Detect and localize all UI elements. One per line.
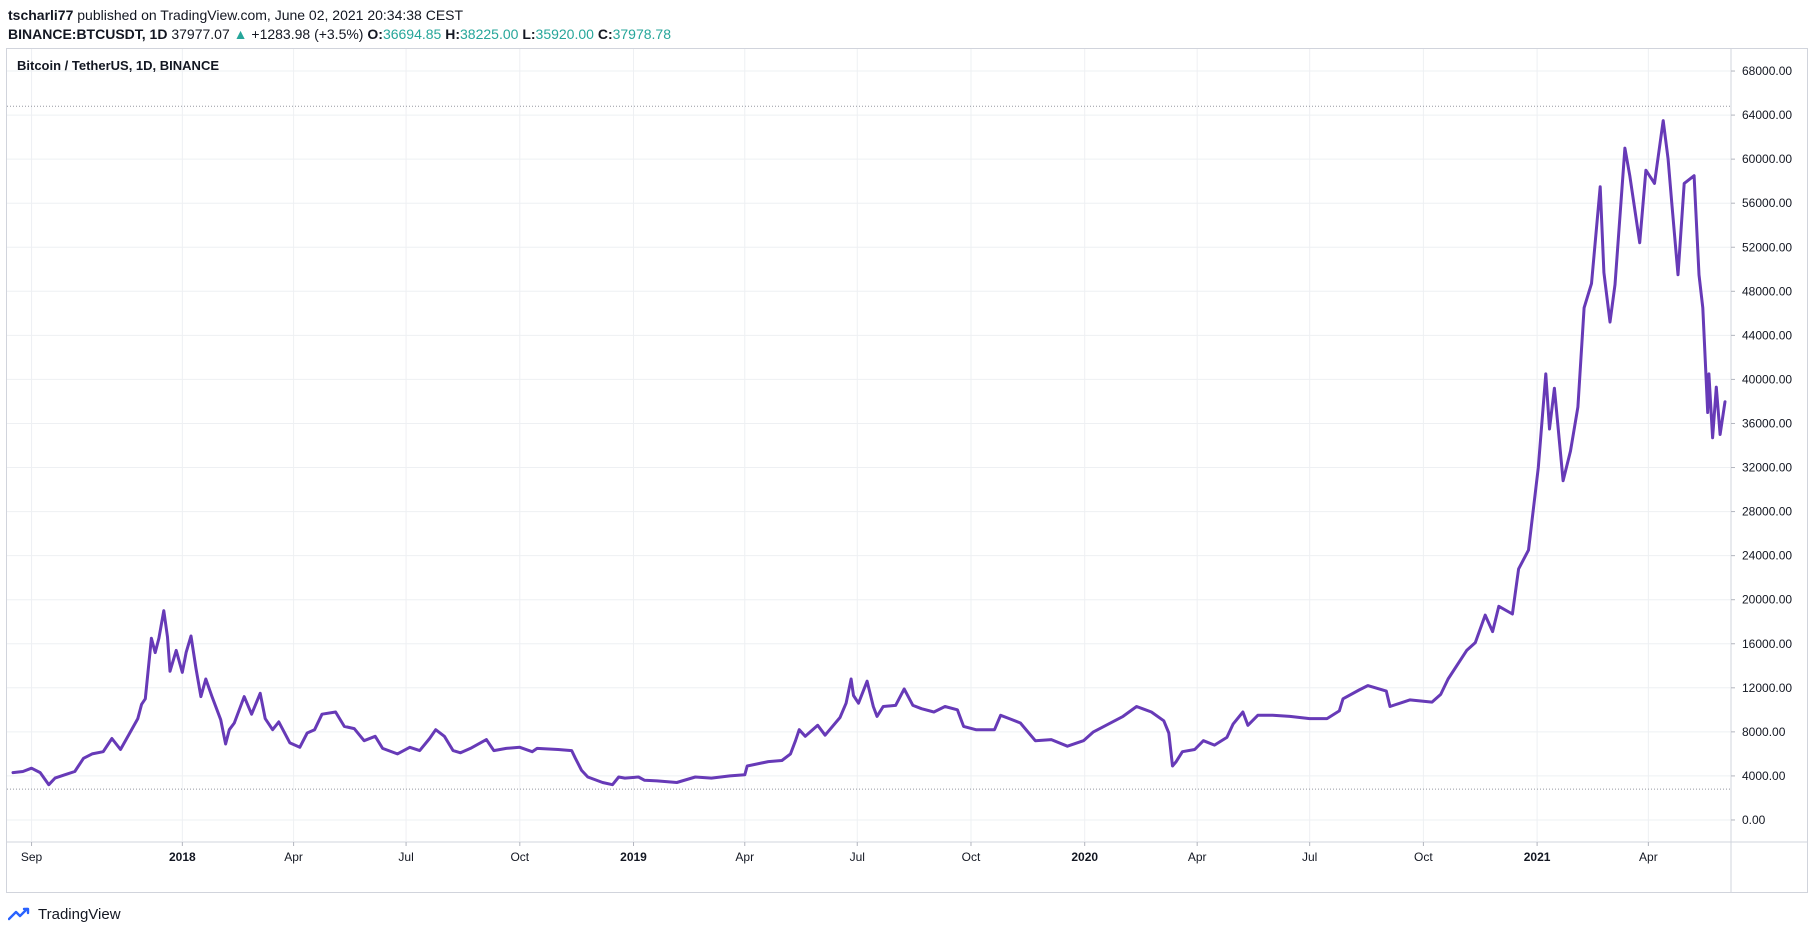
x-tick-label: Oct	[962, 850, 981, 864]
y-tick-label: 24000.00	[1742, 549, 1792, 563]
high-value: 38225.00	[460, 26, 519, 42]
y-tick-label: 12000.00	[1742, 681, 1792, 695]
symbol-label[interactable]: BINANCE:BTCUSDT, 1D	[8, 26, 168, 42]
symbol-info: BINANCE:BTCUSDT, 1D 37977.07 ▲ +1283.98 …	[8, 25, 671, 44]
y-tick-label: 56000.00	[1742, 196, 1792, 210]
chart-grid	[7, 49, 1730, 841]
x-tick-label: Apr	[1639, 850, 1658, 864]
y-tick-label: 40000.00	[1742, 372, 1792, 386]
x-tick-label: 2020	[1071, 850, 1098, 864]
tradingview-brand[interactable]: TradingView	[38, 905, 121, 923]
y-tick-label: 28000.00	[1742, 505, 1792, 519]
y-tick-label: 44000.00	[1742, 328, 1792, 342]
footer: TradingView	[8, 902, 121, 926]
price-change: +1283.98 (+3.5%)	[251, 26, 364, 42]
x-tick-label: Oct	[1414, 850, 1433, 864]
x-tick-label: 2019	[620, 850, 647, 864]
close-label: C:	[597, 26, 613, 42]
y-tick-label: 32000.00	[1742, 461, 1792, 475]
price-reference-lines	[7, 105, 1730, 790]
y-tick-label: 52000.00	[1742, 240, 1792, 254]
last-price: 37977.07	[171, 26, 230, 42]
price-chart[interactable]: 68000.00 64000.00 60000.00 56000.00 52000.00…	[7, 49, 1807, 892]
y-tick-label: 16000.00	[1742, 637, 1792, 651]
x-tick-label: Apr	[735, 850, 754, 864]
x-tick-label: Jul	[850, 850, 865, 864]
published-text: published on TradingView.com, June 02, 2…	[77, 7, 464, 23]
chart-container[interactable]: 68000.00 64000.00 60000.00 56000.00 52000.00…	[6, 48, 1808, 893]
y-tick-label: 0.00	[1742, 813, 1766, 827]
x-tick-label: Jul	[1302, 850, 1317, 864]
y-tick-label: 36000.00	[1742, 416, 1792, 430]
author-name[interactable]: tscharli77	[8, 7, 74, 23]
y-tick-label: 64000.00	[1742, 108, 1792, 122]
chart-header: tscharli77 published on TradingView.com,…	[8, 6, 671, 44]
y-tick-label: 4000.00	[1742, 769, 1786, 783]
price-scale[interactable]: 68000.00 64000.00 60000.00 56000.00 52000.00…	[1731, 64, 1792, 827]
time-scale[interactable]: Sep 2018 Apr Jul Oct 2019 Apr Jul Oct 2020 Apr Jul O…	[21, 842, 1658, 864]
x-tick-label: Apr	[284, 850, 303, 864]
x-tick-label: 2021	[1524, 850, 1551, 864]
price-series	[11, 119, 1727, 787]
close-value: 37978.78	[612, 26, 672, 42]
publish-info: tscharli77 published on TradingView.com,…	[8, 6, 671, 25]
open-value: 36694.85	[382, 26, 442, 42]
x-tick-label: Sep	[21, 850, 43, 864]
y-tick-label: 60000.00	[1742, 152, 1792, 166]
y-tick-label: 68000.00	[1742, 64, 1792, 78]
x-tick-label: Apr	[1188, 850, 1207, 864]
x-tick-label: Jul	[398, 850, 413, 864]
y-tick-label: 8000.00	[1742, 725, 1786, 739]
y-tick-label: 20000.00	[1742, 593, 1792, 607]
low-value: 35920.00	[535, 26, 594, 42]
x-tick-label: 2018	[169, 850, 196, 864]
open-label: O:	[367, 26, 383, 42]
tradingview-logo-icon[interactable]	[8, 906, 34, 922]
chart-title: Bitcoin / TetherUS, 1D, BINANCE	[17, 58, 219, 73]
low-label: L:	[522, 26, 536, 42]
price-line[interactable]	[11, 119, 1727, 787]
high-label: H:	[445, 26, 461, 42]
y-tick-label: 48000.00	[1742, 284, 1792, 298]
x-tick-label: Oct	[510, 850, 529, 864]
up-arrow-icon: ▲	[233, 26, 248, 42]
